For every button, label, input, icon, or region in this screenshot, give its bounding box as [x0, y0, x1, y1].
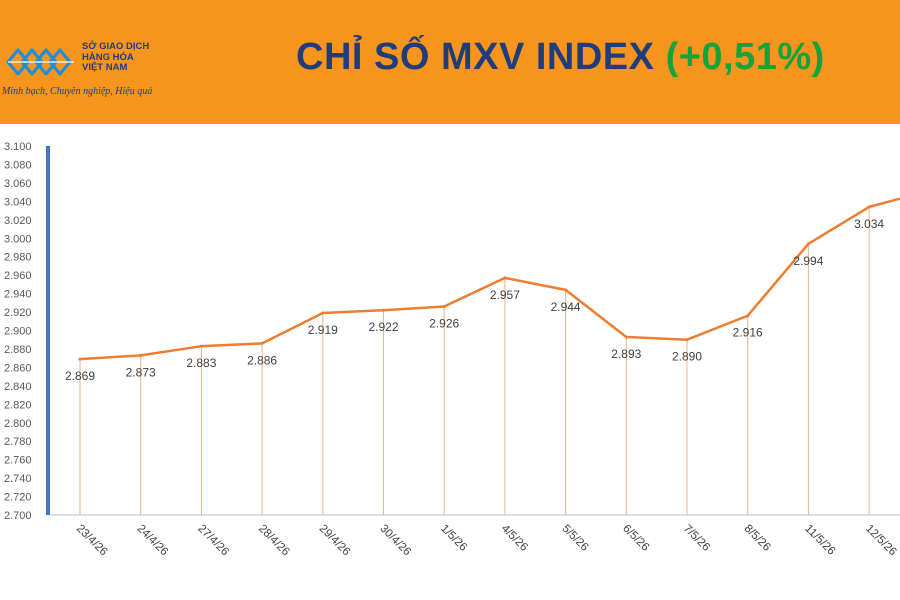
x-tick-label: 28/4/26: [256, 523, 292, 559]
data-point: [78, 357, 82, 361]
data-point: [382, 308, 385, 312]
y-tick-label: 2.780: [4, 436, 32, 448]
y-tick-label: 3.000: [4, 233, 32, 245]
y-tick-label: 2.960: [4, 270, 32, 282]
line-chart: 2.700 2.720 2.740 2.760 2.780 2.800 2.820 2.840…: [4, 141, 900, 559]
data-point: [321, 311, 325, 315]
chart-title: CHỈ SỐ MXV INDEX (+0,51%): [296, 36, 825, 79]
x-tick-label: 4/5/26: [499, 523, 530, 554]
data-point: [806, 242, 810, 246]
data-label: 2.869: [65, 369, 95, 383]
data-label: 2.944: [551, 300, 581, 314]
y-tick-label: 3.020: [4, 215, 32, 227]
y-tick-label: 2.700: [4, 510, 32, 522]
data-point: [564, 288, 568, 292]
exchange-logo: SỞ GIAO DỊCH HÀNG HÓA VIỆT NAM Minh bạch…: [0, 40, 170, 100]
y-tick-label: 2.720: [4, 492, 32, 504]
y-tick-label: 2.800: [4, 418, 32, 430]
data-label: 2.893: [611, 347, 641, 361]
data-point: [685, 338, 689, 342]
data-point: [746, 314, 750, 318]
mxv-logo-icon: [6, 48, 74, 76]
x-tick-label: 12/5/26: [863, 523, 899, 559]
chart-title-main: CHỈ SỐ MXV INDEX: [296, 36, 655, 78]
y-tick-label: 2.900: [4, 326, 32, 338]
data-point: [260, 341, 264, 345]
x-tick-label: 30/4/26: [377, 523, 413, 559]
data-label: 2.919: [308, 323, 338, 337]
y-tick-label: 2.760: [4, 455, 32, 467]
data-label: 2.883: [186, 356, 216, 370]
data-label: 2.957: [490, 288, 520, 302]
data-point: [867, 205, 871, 209]
y-tick-label: 2.860: [4, 362, 32, 374]
data-label: 2.994: [793, 254, 823, 268]
y-tick-label: 2.740: [4, 473, 32, 485]
x-tick-label: 11/5/26: [802, 523, 837, 558]
chart-title-change: (+0,51%): [665, 36, 825, 78]
logo-slogan: Minh bạch, Chuyên nghiệp, Hiệu quả: [2, 86, 153, 97]
x-tick-label: 5/5/26: [559, 523, 590, 554]
chart-area: 2.700 2.720 2.740 2.760 2.780 2.800 2.820 2.840…: [0, 124, 900, 600]
y-tick-label: 2.920: [4, 307, 32, 319]
y-tick-label: 2.940: [4, 289, 32, 301]
data-label: 2.886: [247, 353, 277, 367]
x-tick-label: 6/5/26: [620, 523, 651, 554]
y-tick-label: 3.080: [4, 159, 32, 171]
y-tick-label: 3.060: [4, 178, 32, 190]
logo-name: SỞ GIAO DỊCH HÀNG HÓA VIỆT NAM: [82, 41, 172, 74]
x-tick-label: 27/4/26: [195, 523, 231, 559]
header-banner: SỞ GIAO DỊCH HÀNG HÓA VIỆT NAM Minh bạch…: [0, 0, 900, 124]
data-label: 2.926: [429, 317, 459, 331]
data-point: [199, 344, 203, 348]
x-tick-label: 8/5/26: [742, 523, 773, 554]
x-tick-label: 7/5/26: [681, 523, 712, 554]
x-tick-label: 29/4/26: [317, 523, 353, 559]
data-label: 2.890: [672, 350, 702, 364]
y-tick-label: 3.040: [4, 196, 32, 208]
y-tick-label: 2.820: [4, 399, 32, 411]
data-point: [503, 276, 507, 280]
data-point: [442, 305, 446, 309]
y-tick-label: 2.840: [4, 381, 32, 393]
data-label: 2.916: [733, 326, 763, 340]
x-tick-label: 23/4/26: [74, 523, 110, 559]
data-label: 2.873: [126, 365, 156, 379]
logo-name-line: VIỆT NAM: [82, 62, 128, 73]
data-label: 3.034: [854, 217, 884, 231]
data-point: [139, 353, 143, 357]
x-tick-label: 24/4/26: [135, 523, 171, 559]
x-tick-label: 1/5/26: [438, 523, 469, 554]
y-tick-label: 2.880: [4, 344, 32, 356]
series-line: [79, 197, 900, 361]
data-label: 2.922: [368, 320, 398, 334]
y-tick-label: 2.980: [4, 252, 32, 264]
y-axis-bar: [46, 146, 50, 515]
y-tick-label: 3.100: [4, 141, 32, 153]
logo-name-line: HÀNG HÓA: [82, 51, 134, 63]
data-point: [624, 335, 628, 339]
logo-name-line: SỞ GIAO DỊCH: [82, 41, 150, 52]
